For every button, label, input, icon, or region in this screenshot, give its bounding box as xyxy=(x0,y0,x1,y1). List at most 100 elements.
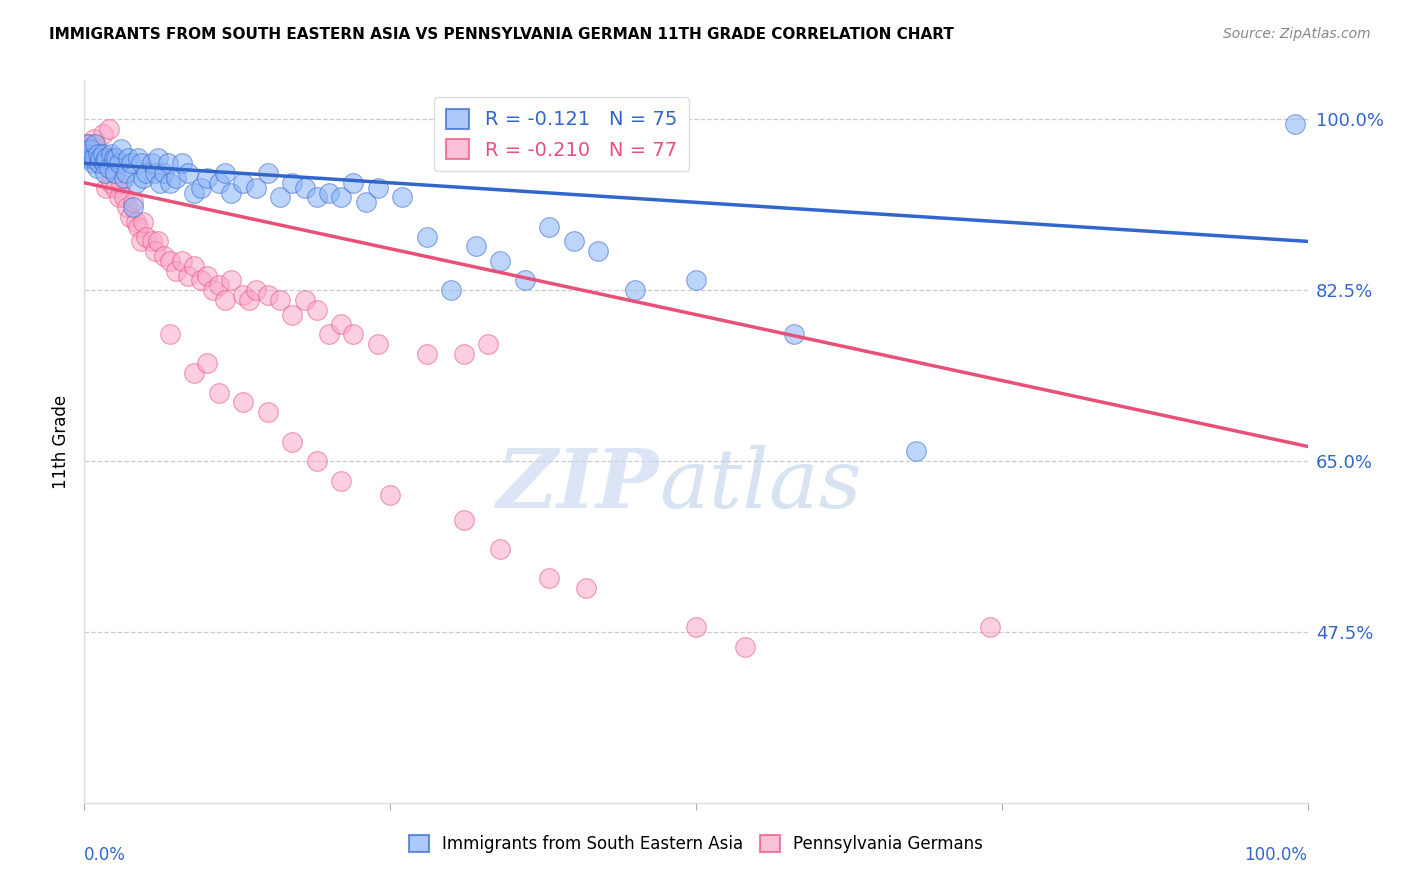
Point xyxy=(416,346,439,360)
Point xyxy=(79,142,101,156)
Point xyxy=(129,235,152,249)
Point xyxy=(100,176,122,190)
Point xyxy=(330,190,353,204)
Point xyxy=(294,293,316,307)
Point xyxy=(105,152,128,166)
Point xyxy=(87,146,110,161)
Point xyxy=(115,200,138,214)
Point xyxy=(477,337,499,351)
Point xyxy=(120,156,142,170)
Point xyxy=(77,146,100,161)
Point xyxy=(83,132,105,146)
Point xyxy=(84,146,107,161)
Point xyxy=(86,142,108,156)
Point xyxy=(135,229,157,244)
Point xyxy=(305,454,328,468)
Point xyxy=(190,273,212,287)
Text: atlas: atlas xyxy=(659,445,862,524)
Point xyxy=(208,278,231,293)
Point xyxy=(586,244,609,259)
Point xyxy=(135,166,157,180)
Point xyxy=(367,337,389,351)
Point xyxy=(232,176,254,190)
Point xyxy=(87,156,110,170)
Point xyxy=(685,273,707,287)
Point xyxy=(685,620,707,634)
Point xyxy=(125,176,148,190)
Text: ZIP: ZIP xyxy=(496,445,659,524)
Point xyxy=(219,273,242,287)
Point xyxy=(80,152,103,166)
Text: Source: ZipAtlas.com: Source: ZipAtlas.com xyxy=(1223,27,1371,41)
Point xyxy=(103,152,125,166)
Point xyxy=(143,244,166,259)
Point xyxy=(257,288,280,302)
Point xyxy=(232,395,254,409)
Point xyxy=(538,571,561,585)
Point xyxy=(112,170,135,185)
Point xyxy=(513,273,536,287)
Point xyxy=(783,327,806,342)
Point xyxy=(257,405,280,419)
Point xyxy=(159,254,181,268)
Point xyxy=(305,190,328,204)
Point xyxy=(195,268,218,283)
Point xyxy=(238,293,260,307)
Point xyxy=(172,254,194,268)
Point xyxy=(245,283,267,297)
Point xyxy=(624,283,647,297)
Point xyxy=(183,186,205,200)
Point xyxy=(440,283,463,297)
Point xyxy=(156,156,179,170)
Point xyxy=(143,166,166,180)
Point xyxy=(117,152,139,166)
Point xyxy=(232,288,254,302)
Point xyxy=(141,156,163,170)
Point xyxy=(281,434,304,449)
Point xyxy=(281,176,304,190)
Point xyxy=(107,156,129,170)
Point xyxy=(77,142,100,156)
Point xyxy=(294,180,316,194)
Point xyxy=(489,541,512,556)
Point xyxy=(177,166,200,180)
Point xyxy=(305,302,328,317)
Point xyxy=(153,249,176,263)
Point xyxy=(172,156,194,170)
Point xyxy=(734,640,756,654)
Point xyxy=(96,180,118,194)
Point xyxy=(89,152,111,166)
Point xyxy=(214,166,236,180)
Legend: Immigrants from South Eastern Asia, Pennsylvania Germans: Immigrants from South Eastern Asia, Penn… xyxy=(402,828,990,860)
Point xyxy=(125,215,148,229)
Point xyxy=(87,156,110,170)
Point xyxy=(129,156,152,170)
Point xyxy=(149,176,172,190)
Point xyxy=(82,156,104,170)
Point xyxy=(141,235,163,249)
Y-axis label: 11th Grade: 11th Grade xyxy=(52,394,70,489)
Point xyxy=(318,186,340,200)
Point xyxy=(112,190,135,204)
Point xyxy=(115,166,138,180)
Point xyxy=(1284,117,1306,131)
Point xyxy=(183,366,205,380)
Point xyxy=(214,293,236,307)
Point xyxy=(453,513,475,527)
Point xyxy=(110,142,132,156)
Point xyxy=(195,356,218,370)
Point xyxy=(489,254,512,268)
Point xyxy=(83,152,105,166)
Point xyxy=(79,136,101,151)
Point xyxy=(330,474,353,488)
Point xyxy=(104,166,127,180)
Text: 0.0%: 0.0% xyxy=(84,847,127,864)
Point xyxy=(257,166,280,180)
Point xyxy=(183,259,205,273)
Point xyxy=(97,122,120,136)
Point xyxy=(93,156,115,170)
Point xyxy=(91,146,114,161)
Point xyxy=(416,229,439,244)
Point xyxy=(208,176,231,190)
Point xyxy=(132,215,155,229)
